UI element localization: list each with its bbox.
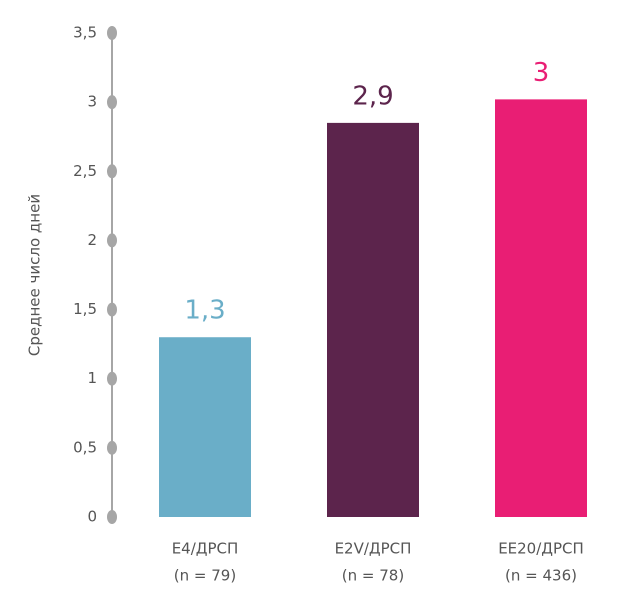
- y-tick-label: 0: [87, 508, 97, 526]
- bar: [159, 337, 251, 517]
- y-tick-label: 3: [87, 93, 97, 111]
- x-tick-sublabel: (n = 79): [174, 567, 236, 585]
- x-tick-label: E4/ДРСП: [172, 540, 239, 558]
- y-tick-mark: [107, 233, 117, 248]
- value-label: 3: [533, 58, 550, 88]
- y-tick-mark: [107, 26, 117, 40]
- x-tick-sublabel: (n = 78): [342, 567, 404, 585]
- y-tick-label: 2,5: [73, 162, 97, 180]
- y-axis-label: Среднее число дней: [26, 194, 44, 356]
- y-tick-mark: [107, 371, 117, 386]
- x-tick-sublabel: (n = 436): [505, 567, 577, 585]
- value-label: 2,9: [352, 81, 393, 111]
- y-tick-mark: [107, 95, 117, 110]
- bar: [327, 122, 419, 517]
- x-tick-label: E2V/ДРСП: [335, 540, 412, 558]
- y-tick-mark: [107, 302, 117, 317]
- y-tick-label: 3,5: [73, 24, 97, 42]
- y-tick-label: 2: [87, 231, 97, 249]
- bar: [495, 99, 587, 518]
- x-tick-label: EE20/ДРСП: [498, 540, 584, 558]
- y-tick-mark: [107, 510, 117, 524]
- y-tick-label: 0,5: [73, 438, 97, 456]
- y-tick-label: 1: [87, 369, 97, 387]
- y-tick-mark: [107, 440, 117, 455]
- y-tick-label: 1,5: [73, 300, 97, 318]
- value-label: 1,3: [184, 296, 225, 326]
- y-tick-mark: [107, 164, 117, 179]
